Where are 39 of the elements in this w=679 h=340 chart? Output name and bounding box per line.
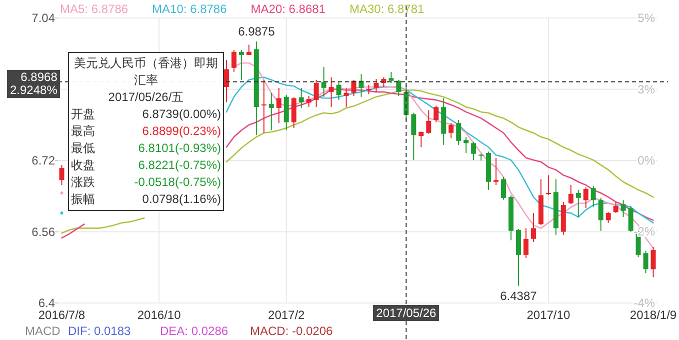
text: 美元兑人民币（香港）即期汇率 xyxy=(73,55,219,89)
annotation: -0.0518(-0.75%) xyxy=(134,174,221,191)
y-tick-label: 6.56 xyxy=(32,224,56,239)
y-tick-label: 7.04 xyxy=(32,11,56,25)
annotation: 6.9875 xyxy=(238,24,276,38)
text: MACD: -0.0206 xyxy=(250,324,334,338)
annotation: 最高 xyxy=(71,123,95,140)
annotation: 0.0798(1.16%) xyxy=(142,191,221,208)
x-tick-label: 2016/7/8 xyxy=(38,308,86,322)
annotation: 6.8899(0.23%) xyxy=(142,123,221,140)
annotation: 涨跌 xyxy=(71,174,95,191)
y-tick-label: 6.4 xyxy=(38,296,56,310)
y-tick-label: 6.72 xyxy=(32,154,56,168)
annotation: 振幅 xyxy=(71,191,95,208)
text: DEA: 0.0286 xyxy=(160,324,228,338)
annotation: 6.8101(-0.93%) xyxy=(138,140,221,157)
annotation: 6.8739(0.00%) xyxy=(142,106,221,123)
text: MA30: 6.8781 xyxy=(349,2,425,16)
x-tick-label: 2016/10 xyxy=(137,308,182,322)
ref-line-label: 6.8968 2.9248% xyxy=(7,70,60,98)
text: DIF: 0.0183 xyxy=(68,324,132,338)
text: MA10: 6.8786 xyxy=(152,2,228,16)
y2-tick-label: 0% xyxy=(638,153,656,168)
annotation: 最低 xyxy=(71,140,95,157)
text: MA5: 6.8786 xyxy=(60,2,128,16)
annotation: 收盘 xyxy=(71,157,95,174)
y2-tick-label: 5% xyxy=(638,11,656,25)
x-tick-label: 2017/2 xyxy=(268,308,306,322)
annotation: 2017/05/26/五 xyxy=(107,89,185,106)
text: MA20: 6.8681 xyxy=(250,2,326,16)
x-tick-label: 2017/05/26 xyxy=(373,305,440,321)
x-tick-label: 2018/1/9 xyxy=(630,308,677,322)
y2-tick-label: -4% xyxy=(634,296,656,310)
annotation: 6.8221(-0.75%) xyxy=(138,157,221,174)
text: MACD xyxy=(25,324,61,338)
y2-tick-label: 3% xyxy=(638,82,656,96)
annotation: 6.4387 xyxy=(500,288,538,303)
annotation: 开盘 xyxy=(71,106,95,123)
x-tick-label: 2017/10 xyxy=(526,308,570,322)
